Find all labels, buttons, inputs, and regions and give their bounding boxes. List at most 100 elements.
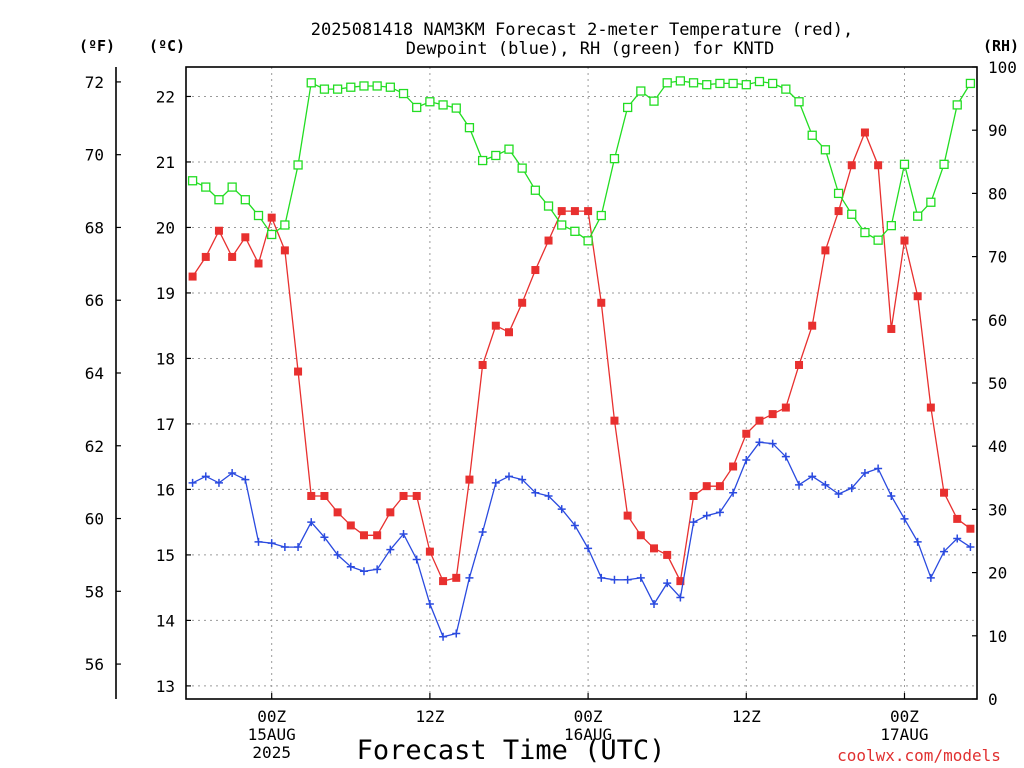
rh-point [609,153,620,164]
temperature-point [689,491,698,500]
temperature-point [834,207,843,216]
temperature-point [636,531,645,540]
celsius-unit-label: (ºC) [149,37,185,55]
temperature-point [953,514,962,523]
rh-point [952,100,962,110]
temperature-point [781,403,790,412]
dewpoint-point [307,518,316,527]
rh-point [728,78,738,89]
dewpoint-point [966,543,975,552]
time-tick-label: 16AUG [564,725,612,744]
temperature-point [531,266,540,275]
dewpoint-point [821,480,830,489]
time-tick-label: 15AUG [248,725,296,744]
fahrenheit-tick-label: 72 [85,73,104,92]
dewpoint-point [504,472,513,481]
dewpoint-point [795,480,804,489]
celsius-tick-label: 22 [156,87,175,106]
rh-tick-label: 10 [988,627,1007,646]
rh-point [319,84,330,94]
rh-point [847,209,857,219]
rh-point [939,159,949,169]
rh-axis: 0 10 20 30 40 50 60 70 80 90 100 [972,58,1017,709]
temperature-point [860,128,869,137]
dewpoint-point [557,505,566,514]
rh-point [965,78,976,89]
celsius-tick-label: 14 [156,611,175,630]
rh-point [702,80,712,90]
celsius-tick-label: 15 [156,546,175,565]
rh-point [662,78,672,88]
temperature-point [452,573,461,582]
temperature-point [504,328,513,337]
dewpoint-point [439,632,448,641]
rh-point [280,220,290,230]
dewpoint-point [623,575,632,584]
rh-point [253,210,264,221]
dewpoint-point [570,521,579,530]
temperature-point [254,259,263,268]
rh-point [794,97,804,107]
rh-tick-label: 90 [988,121,1007,140]
rh-point [622,102,633,113]
rh-point [398,88,409,99]
rh-tick-label: 60 [988,311,1007,330]
dewpoint-point [689,518,698,527]
dewpoint-point [768,439,777,448]
temperature-point [584,207,593,216]
temperature-point [280,246,289,255]
temperature-point [214,226,223,235]
rh-point [807,130,817,140]
celsius-tick-label: 13 [156,677,175,696]
time-tick-label: 00Z [890,707,919,726]
time-tick-label: 12Z [415,707,444,726]
dewpoint-point [188,478,197,487]
rh-point [346,82,356,92]
temperature-point [307,491,316,500]
rh-point [768,78,778,89]
dewpoint-point [201,472,210,481]
temperature-point [597,298,606,307]
dewpoint-point [254,537,263,546]
rh-tick-label: 70 [988,248,1007,267]
dewpoint-point [452,629,461,638]
rh-point [227,182,237,192]
rh-point [596,210,606,221]
rh-point [583,236,593,246]
series-rh [187,76,976,246]
temperature-line [192,130,971,584]
rh-point [412,102,422,113]
temperature-point [847,161,856,170]
rh-point [557,220,567,230]
rh-point [570,226,580,236]
dewpoint-point [478,527,487,536]
rh-point [715,78,725,89]
rh-point [517,163,527,173]
rh-point [451,103,461,113]
time-tick-label: 00Z [574,707,603,726]
dewpoint-point [755,438,764,447]
rh-point [899,159,910,169]
time-tick-label: 00Z [257,707,286,726]
rh-point [636,86,646,96]
temperature-point [926,403,935,412]
dewpoint-point [518,475,527,484]
temperature-point [478,360,487,369]
celsius-tick-label: 21 [156,153,175,172]
celsius-tick-label: 16 [156,480,175,499]
fahrenheit-axis: 56 58 60 62 64 66 68 70 72 [85,73,121,674]
rh-tick-label: 80 [988,184,1007,203]
dewpoint-point [320,533,329,542]
temperature-point [491,321,500,330]
time-tick-label: 2025 [252,743,291,762]
time-tick-label: 17AUG [880,725,928,744]
temperature-point [570,207,579,216]
rh-tick-label: 50 [988,374,1007,393]
temperature-point [294,367,303,376]
rh-point [504,144,514,154]
dewpoint-point [636,573,645,582]
time-tick-label: 12Z [732,707,761,726]
rh-point [688,78,699,88]
